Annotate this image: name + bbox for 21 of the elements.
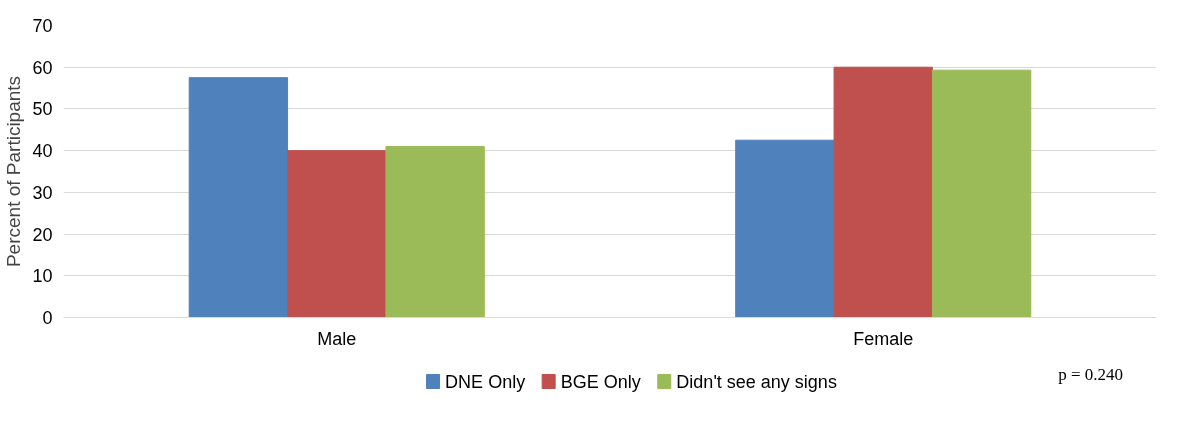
y-tick-label: 50 (32, 99, 53, 120)
bar (287, 150, 387, 318)
bar (385, 145, 485, 318)
bar (188, 77, 289, 318)
x-tick-label: Female (853, 328, 914, 349)
y-tick-label: 40 (32, 141, 53, 162)
y-tick-label: 10 (32, 266, 53, 287)
bar (735, 139, 835, 318)
y-tick-label: 30 (32, 182, 53, 203)
bar (833, 66, 933, 318)
y-tick-label: 0 (42, 308, 53, 328)
legend-label: DNE Only (445, 371, 526, 392)
text: p = 0.240 (1058, 365, 1124, 384)
y-tick-label: 20 (32, 224, 53, 245)
x-tick-label: Male (317, 328, 357, 349)
legend-label: Didn't see any signs (676, 371, 837, 392)
y-tick-label: 60 (32, 57, 53, 78)
legend-label: BGE Only (560, 371, 641, 392)
bar (931, 69, 1032, 318)
y-tick-label: 70 (32, 16, 53, 36)
y-axis-title: Percent of Participants (3, 75, 25, 268)
